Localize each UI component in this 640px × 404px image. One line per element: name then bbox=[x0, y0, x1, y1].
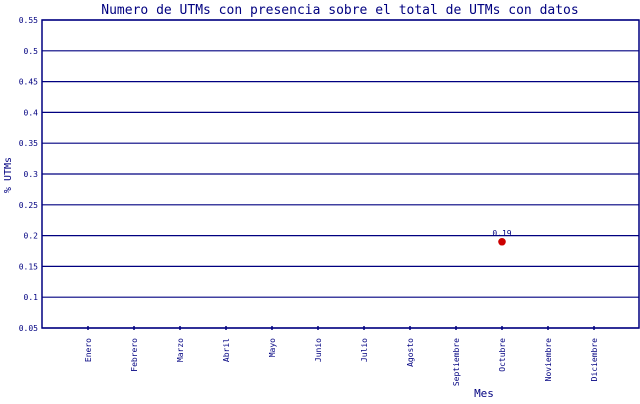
y-axis-label: % UTMs bbox=[3, 157, 14, 193]
data-point bbox=[498, 237, 506, 246]
y-tick-label: 0.05 bbox=[19, 324, 38, 333]
y-tick-label: 0.1 bbox=[24, 293, 39, 302]
y-tick-label: 0.2 bbox=[24, 232, 39, 241]
y-tick-label: 0.4 bbox=[24, 108, 39, 117]
y-tick-label: 0.15 bbox=[19, 262, 38, 271]
x-tick-label: Agosto bbox=[406, 338, 415, 367]
y-tick-label: 0.5 bbox=[24, 47, 39, 56]
x-tick-label: Septiembre bbox=[452, 338, 461, 386]
chart-title: Numero de UTMs con presencia sobre el to… bbox=[101, 3, 578, 18]
x-tick-label: Marzo bbox=[176, 338, 185, 362]
x-tick-label: Julio bbox=[360, 338, 369, 362]
y-tick-label: 0.3 bbox=[24, 170, 39, 179]
x-tick-label: Enero bbox=[84, 338, 93, 362]
data-label: 0.19 bbox=[492, 229, 511, 238]
x-tick-label: Mayo bbox=[268, 338, 277, 357]
y-tick-label: 0.55 bbox=[19, 16, 38, 25]
x-tick-label: Noviembre bbox=[544, 338, 553, 382]
x-tick-label: Febrero bbox=[130, 338, 139, 372]
y-tick-label: 0.25 bbox=[19, 201, 38, 210]
x-tick-label: Junio bbox=[314, 338, 323, 362]
y-tick-label: 0.45 bbox=[19, 78, 38, 87]
x-tick-label: Octubre bbox=[498, 338, 507, 372]
x-tick-label: Abril bbox=[222, 338, 231, 362]
x-tick-label: Diciembre bbox=[590, 338, 599, 382]
x-axis-label: Mes bbox=[474, 387, 494, 400]
y-tick-label: 0.35 bbox=[19, 139, 38, 148]
